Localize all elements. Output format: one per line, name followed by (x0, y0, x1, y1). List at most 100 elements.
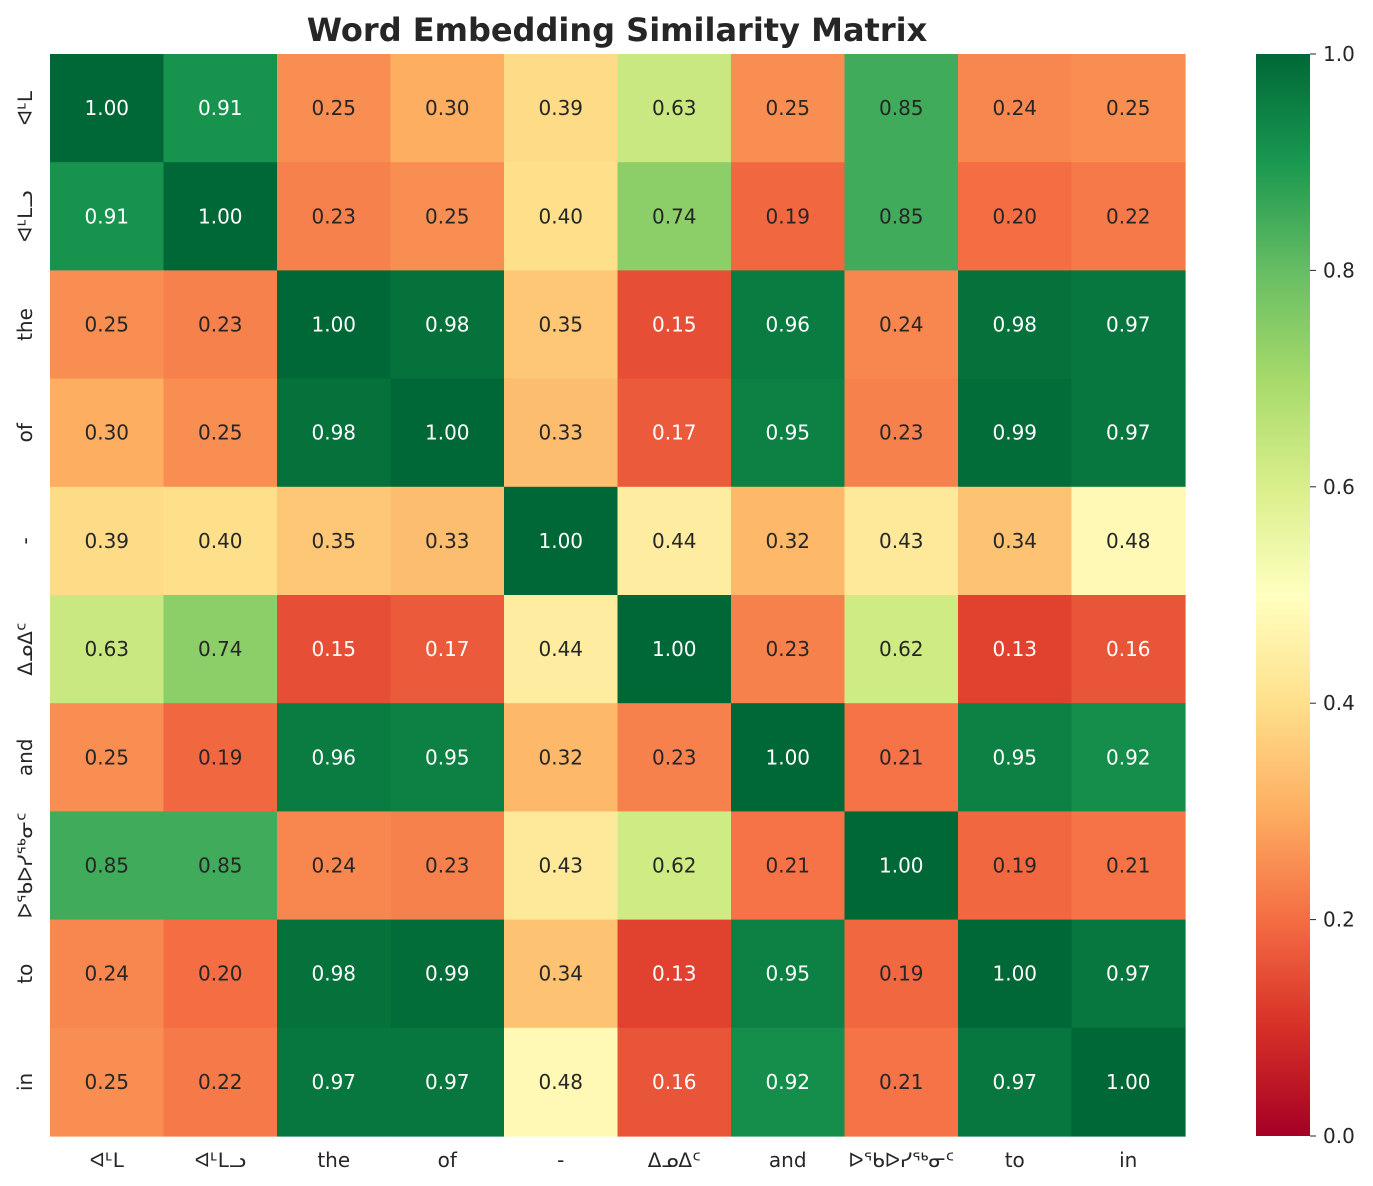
heatmap-cell-0-2 (277, 54, 392, 163)
heatmap-cell-3-2 (277, 378, 392, 488)
heatmap-cell-7-1 (163, 811, 278, 921)
cell-value-label-6-8: 0.95 (992, 745, 1037, 769)
x-tick-label-9: in (1119, 1148, 1137, 1172)
heatmap-cell-2-0 (50, 270, 165, 380)
cell-value-label-8-3: 0.99 (425, 962, 470, 986)
heatmap-cell-5-2 (277, 595, 392, 704)
heatmap-cell-6-2 (277, 703, 392, 812)
heatmap-cell-1-1 (163, 162, 278, 271)
heatmap-cell-6-6 (731, 703, 846, 812)
cell-value-label-1-6: 0.19 (765, 204, 810, 228)
y-tick-label-4: - (13, 537, 37, 544)
heatmap-cell-3-4 (504, 378, 619, 488)
y-tick-label-0: ᐊᒻᒪ (13, 90, 37, 125)
cell-value-label-6-3: 0.95 (425, 745, 470, 769)
heatmap-cell-4-6 (731, 486, 846, 596)
heatmap-cell-9-4 (504, 1027, 619, 1137)
heatmap-cell-9-9 (1071, 1027, 1186, 1137)
cell-value-label-1-1: 1.00 (198, 204, 243, 228)
heatmap-cell-0-7 (844, 54, 959, 163)
cell-value-label-2-9: 0.97 (1106, 313, 1151, 337)
y-tick-label-2: the (13, 308, 37, 341)
y-tick-label-1: ᐊᒻᒪᓗ (13, 191, 37, 242)
cell-value-label-4-9: 0.48 (1106, 529, 1151, 553)
cell-value-label-9-4: 0.48 (538, 1070, 583, 1094)
heatmap-cell-9-1 (163, 1027, 278, 1137)
heatmap-cell-3-7 (844, 378, 959, 488)
x-tick-label-6: and (769, 1148, 807, 1172)
x-tick-label-2: the (317, 1148, 350, 1172)
cell-value-label-8-6: 0.95 (765, 962, 810, 986)
cell-value-label-5-5: 1.00 (652, 637, 697, 661)
cell-value-label-3-7: 0.23 (879, 421, 924, 445)
heatmap-cell-9-5 (617, 1027, 732, 1137)
heatmap-cell-2-4 (504, 270, 619, 380)
heatmap-cell-8-9 (1071, 919, 1186, 1029)
heatmap-cell-8-4 (504, 919, 619, 1029)
heatmap-cells (50, 54, 1186, 1137)
cell-value-label-3-2: 0.98 (311, 421, 356, 445)
heatmap-cell-0-6 (731, 54, 846, 163)
cell-value-label-5-3: 0.17 (425, 637, 470, 661)
colorbar-gradient (1256, 54, 1310, 1136)
heatmap-cell-4-0 (50, 486, 165, 596)
heatmap-cell-5-1 (163, 595, 278, 704)
heatmap-cell-6-9 (1071, 703, 1186, 812)
cell-value-label-4-0: 0.39 (84, 529, 129, 553)
heatmap-cell-1-0 (50, 162, 165, 271)
cell-value-label-9-7: 0.21 (879, 1070, 924, 1094)
cell-value-label-0-2: 0.25 (311, 96, 356, 120)
heatmap-cell-7-2 (277, 811, 392, 921)
colorbar: 0.0 0.2 0.4 0.6 0.8 1.0 (1256, 42, 1355, 1148)
heatmap-cell-0-0 (50, 54, 165, 163)
cell-value-label-5-9: 0.16 (1106, 637, 1151, 661)
cell-value-label-2-7: 0.24 (879, 313, 924, 337)
heatmap-cell-6-8 (958, 703, 1073, 812)
cell-value-label-5-6: 0.23 (765, 637, 810, 661)
cell-value-label-6-9: 0.92 (1106, 745, 1151, 769)
cell-value-label-0-0: 1.00 (84, 96, 129, 120)
heatmap-cell-3-0 (50, 378, 165, 488)
cell-value-label-9-9: 1.00 (1106, 1070, 1151, 1094)
cell-value-label-5-7: 0.62 (879, 637, 924, 661)
cell-value-label-7-8: 0.19 (992, 854, 1037, 878)
heatmap-cell-2-3 (390, 270, 505, 380)
heatmap-cell-labels: 1.00 0.91 0.25 0.30 0.39 0.63 0.25 0.85 0.24 0.25… (84, 96, 1150, 1094)
cell-value-label-5-4: 0.44 (538, 637, 583, 661)
cell-value-label-1-3: 0.25 (425, 204, 470, 228)
heatmap-cell-1-3 (390, 162, 505, 271)
heatmap-cell-9-6 (731, 1027, 846, 1137)
heatmap-cell-8-6 (731, 919, 846, 1029)
heatmap-cell-4-8 (958, 486, 1073, 596)
heatmap-cell-1-9 (1071, 162, 1186, 271)
cell-value-label-0-3: 0.30 (425, 96, 470, 120)
cell-value-label-9-2: 0.97 (311, 1070, 356, 1094)
x-tick-label-5: ᐃᓄᐃᑦ (648, 1148, 701, 1172)
heatmap-cell-0-4 (504, 54, 619, 163)
heatmap-cell-7-4 (504, 811, 619, 921)
heatmap-cell-1-4 (504, 162, 619, 271)
heatmap-cell-8-1 (163, 919, 278, 1029)
cell-value-label-0-1: 0.91 (198, 96, 243, 120)
cell-value-label-8-7: 0.19 (879, 962, 924, 986)
cell-value-label-9-3: 0.97 (425, 1070, 470, 1094)
colorbar-tick-label-0: 0.0 (1323, 1124, 1355, 1148)
y-tick-label-9: in (13, 1073, 37, 1091)
heatmap-cell-4-5 (617, 486, 732, 596)
heatmap-cell-4-1 (163, 486, 278, 596)
heatmap-cell-5-4 (504, 595, 619, 704)
cell-value-label-2-2: 1.00 (311, 313, 356, 337)
x-tick-label-7: ᐅᖃᐅᓯᖅᓂᑦ (848, 1148, 954, 1172)
cell-value-label-7-3: 0.23 (425, 854, 470, 878)
cell-value-label-1-5: 0.74 (652, 204, 697, 228)
cell-value-label-9-5: 0.16 (652, 1070, 697, 1094)
heatmap-cell-2-2 (277, 270, 392, 380)
cell-value-label-3-5: 0.17 (652, 421, 697, 445)
cell-value-label-8-8: 1.00 (992, 962, 1037, 986)
y-axis-ticks: ᐊᒻᒪ ᐊᒻᒪᓗ the of - ᐃᓄᐃᑦ and ᐅᖃᐅᓯᖅᓂᑦ to in (13, 90, 37, 1091)
heatmap-cell-1-2 (277, 162, 392, 271)
heatmap-cell-8-7 (844, 919, 959, 1029)
cell-value-label-7-0: 0.85 (84, 854, 129, 878)
cell-value-label-9-8: 0.97 (992, 1070, 1037, 1094)
